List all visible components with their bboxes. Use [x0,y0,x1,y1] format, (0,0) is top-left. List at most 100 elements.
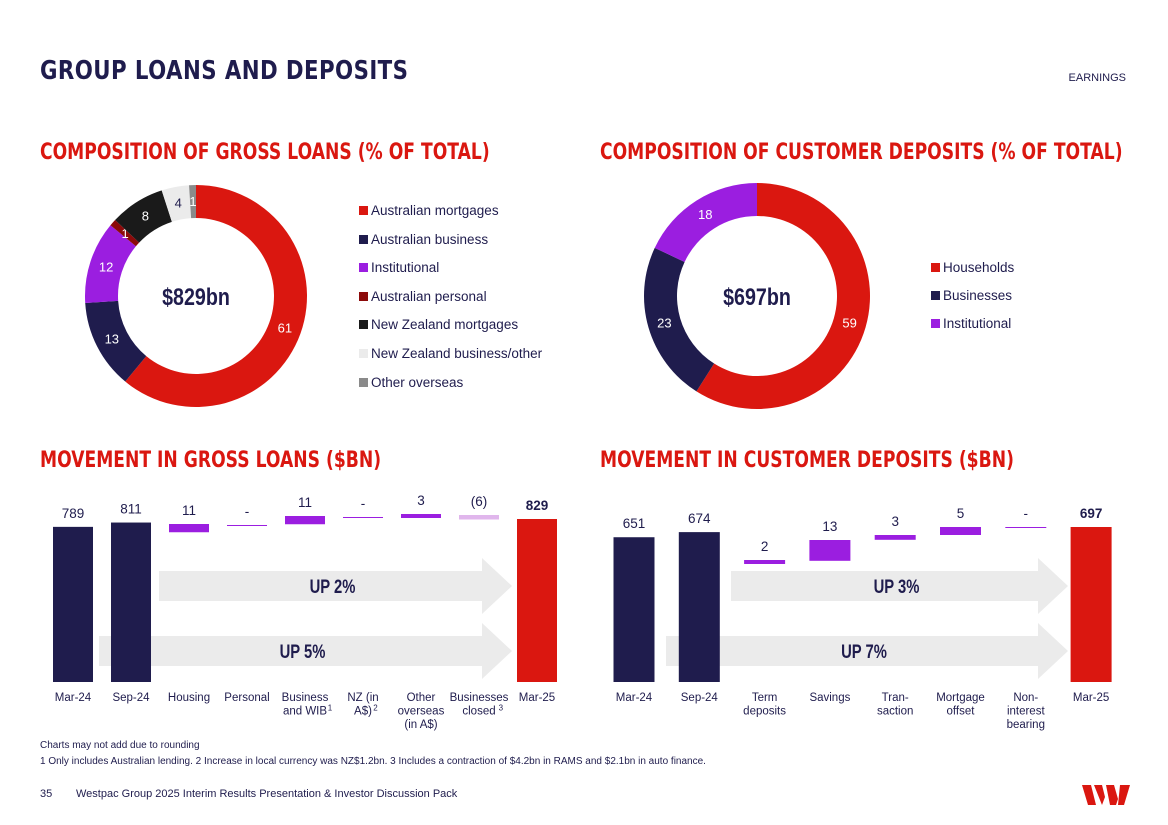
deposits-legend-item-households: Households [931,260,1014,275]
loans-slice-new-zealand-business-other [161,185,192,222]
loans-slice-label-institutional: 12 [99,259,113,274]
footnote-definitions: 1 Only includes Australian lending. 2 In… [40,756,706,767]
deposits-legend-item-businesses: Businesses [931,288,1012,303]
loans-slice-australian-mortgages [125,185,307,407]
loans-legend-item-new-zealand-business-other: New Zealand business/other [359,346,542,361]
loans-legend-item-new-zealand-mortgages: New Zealand mortgages [359,317,518,332]
loans-category-footnote-nz-in-a: 2 [373,704,378,713]
deposits-legend-swatch-businesses [931,291,940,300]
document-title: Westpac Group 2025 Interim Results Prese… [76,788,458,800]
loans-category-label-mar-25: Mar-25 [519,692,555,704]
loans-legend-swatch-institutional [359,263,368,273]
deposits-bar-savings [809,540,851,561]
loans-legend-swatch-new-zealand-business-other [359,349,368,358]
loans-slice-label-australian-mortgages: 61 [278,321,292,336]
loans-arrow-up-2-label: UP 2% [310,576,356,597]
loans-bar-mar-24 [53,526,93,682]
loans-legend-label-australian-personal: Australian personal [371,288,487,304]
deposits-bar-non-interest-bearing [1005,527,1047,528]
loans-value-label-nz-in-a: - [361,496,366,511]
loans-value-label-personal: - [245,504,250,519]
deposits-slice-institutional [654,183,757,262]
loans-value-label-mar-24: 789 [62,506,85,521]
deposits-slice-households [696,183,870,409]
deposits-category-label-non-interest-bearing: Non-interest bearing [1007,692,1046,731]
loans-legend-swatch-australian-mortgages [359,206,368,215]
loans-value-label-business-and-wib: 11 [298,495,312,510]
loans-category-label-other-overseas-in-a: Other overseas (in A$) [398,692,445,731]
deposits-legend-label-households: Households [943,260,1015,275]
deposits-bar-tran-saction [874,535,916,540]
loans-category-label-personal: Personal [224,692,269,704]
loans-slice-label-australian-business: 13 [105,331,119,346]
loans-legend-label-other-overseas: Other overseas [371,374,464,390]
loans-center-total: $829bn [162,283,230,310]
deposits-arrow-up-3: UP 3% [731,558,1068,614]
deposits-bar-mar-24 [613,537,655,682]
loans-slice-australian-personal [110,220,140,247]
loans-value-label-mar-25: 829 [526,498,549,513]
loans-slice-label-australian-personal: 1 [121,226,128,241]
loans-value-label-sep-24: 811 [120,502,142,517]
loans-value-label-other-overseas-in-a: 3 [417,493,425,508]
loans-arrow-up-5-label: UP 5% [280,641,326,662]
loans-arrow-up-5: UP 5% [99,623,512,679]
loans-bar-housing [169,524,209,533]
deposits-arrow-up-7: UP 7% [666,623,1068,679]
loans-composition-title: COMPOSITION OF GROSS LOANS (% OF TOTAL) [40,140,490,165]
deposits-slice-businesses [644,247,715,392]
loans-movement-chart: UP 2% UP 5% 789 Mar-24 811 Sep-24 11 Housing - Pe… [53,493,557,731]
loans-composition-legend: Australian mortgages Australian business I… [359,203,589,403]
loans-legend-item-australian-personal: Australian personal [359,289,487,304]
loans-slice-new-zealand-mortgages [115,190,172,243]
deposits-value-label-sep-24: 674 [688,511,711,526]
loans-slice-label-other-overseas: 1 [189,194,196,209]
loans-slice-label-new-zealand-business-other: 4 [175,196,182,211]
deposits-legend-swatch-households [931,263,940,272]
loans-bar-businesses-closed [459,515,499,520]
deposits-composition-title: COMPOSITION OF CUSTOMER DEPOSITS (% OF T… [600,140,1123,165]
deposits-slice-label-institutional: 18 [698,207,712,222]
deposits-value-label-non-interest-bearing: - [1024,506,1029,521]
deposits-legend-label-institutional: Institutional [943,316,1012,331]
deposits-arrow-up-7-label: UP 7% [841,641,887,662]
deposits-slice-label-businesses: 23 [657,315,671,330]
deposits-category-label-term-deposits: Term deposits [743,692,786,718]
deposits-legend-swatch-institutional [931,319,940,328]
deposits-category-label-tran-saction: Tran-saction [877,692,913,718]
deposits-category-label-sep-24: Sep-24 [681,692,719,704]
loans-category-footnote-businesses-closed: 3 [499,704,504,713]
deposits-category-label-savings: Savings [809,692,850,704]
loans-bar-sep-24 [111,522,151,682]
loans-slice-australian-business [85,300,147,382]
deposits-movement-title: MOVEMENT IN CUSTOMER DEPOSITS ($BN) [600,448,1014,473]
page-number: 35 [40,788,53,800]
loans-bar-mar-25 [517,519,557,682]
loans-legend-item-institutional: Institutional [359,260,439,275]
loans-legend-label-new-zealand-business-other: New Zealand business/other [371,346,543,361]
deposits-center-total: $697bn [723,283,791,310]
loans-category-label-nz-in-a: NZ (in A$) [347,692,378,718]
deposits-slice-label-households: 59 [842,315,856,330]
deposits-value-label-mar-24: 651 [623,516,646,531]
westpac-logo-icon [1082,785,1130,805]
loans-bar-other-overseas-in-a [401,514,441,518]
loans-value-label-housing: 11 [182,503,196,518]
deposits-composition-legend: Households Businesses Institutional [931,260,1131,350]
loans-legend-swatch-australian-business [359,234,368,244]
loans-category-label-sep-24: Sep-24 [112,692,150,704]
deposits-value-label-mortgage-offset: 5 [957,506,965,521]
loans-bar-nz-in-a [343,517,383,518]
page-title: GROUP LOANS AND DEPOSITS [40,56,409,86]
loans-category-label-business-and-wib: Business and WIB [282,692,329,718]
loans-legend-label-new-zealand-mortgages: New Zealand mortgages [371,317,519,333]
loans-category-footnote-business-and-wib: 1 [328,704,333,713]
loans-bar-business-and-wib [285,516,325,525]
section-tag: EARNINGS [1068,72,1126,84]
deposits-value-label-term-deposits: 2 [761,539,769,554]
deposits-bar-term-deposits [744,560,786,564]
loans-legend-swatch-other-overseas [359,377,368,387]
deposits-bar-mortgage-offset [940,527,981,535]
deposits-composition-donut: 59 23 18 $697bn [644,183,870,409]
